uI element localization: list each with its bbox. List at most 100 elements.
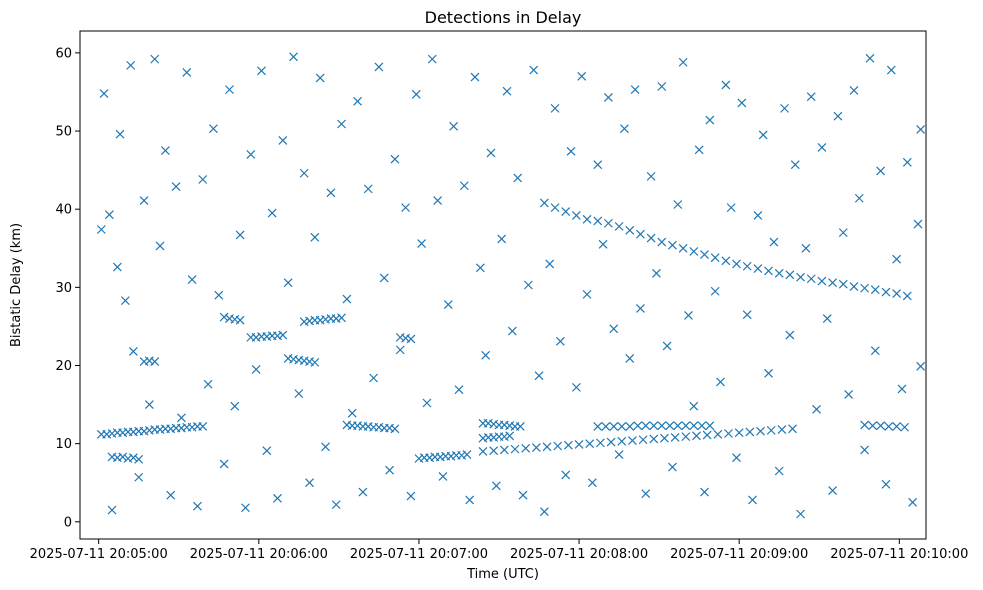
data-point [603,218,613,228]
data-point [785,330,795,340]
data-point [681,421,691,431]
data-point [700,250,709,259]
data-point [854,193,864,203]
x-tick-label: 2025-07-11 20:07:00 [350,547,488,562]
data-point [299,168,309,178]
data-point [788,424,797,434]
data-point [748,495,757,505]
data-point [369,373,378,383]
data-point [182,67,192,77]
data-point [219,312,229,322]
data-point [193,501,202,511]
x-tick-label: 2025-07-11 20:08:00 [510,547,648,562]
data-point [796,272,805,282]
data-point [614,221,624,231]
data-point [433,196,443,206]
data-point [542,442,552,452]
data-point [563,440,573,450]
data-point [689,401,699,411]
data-point [745,427,755,437]
data-point [620,124,629,134]
data-point [603,93,613,102]
data-point [774,268,784,278]
data-point [128,453,138,463]
data-point [678,243,688,253]
data-point [892,422,902,431]
data-point [401,203,411,213]
y-tick-label: 0 [64,515,72,530]
data-point [104,210,114,220]
data-point [697,421,707,431]
data-point [283,278,293,288]
data-point [326,188,336,198]
data-point [838,279,848,289]
data-point [112,262,122,272]
data-point [822,314,832,324]
data-point [438,472,448,481]
data-point [702,430,712,440]
data-point [342,294,352,304]
data-point [673,421,683,431]
data-point [753,211,763,220]
data-point [321,442,330,452]
data-point [598,239,608,249]
data-point [609,422,619,431]
data-point [681,432,691,442]
data-point [574,440,584,449]
data-point [521,443,531,453]
data-point [553,441,563,451]
data-point [478,447,488,456]
data-point [267,208,277,218]
y-tick-label: 20 [55,359,72,374]
data-point [721,80,731,90]
x-tick-label: 2025-07-11 20:10:00 [830,547,968,562]
data-point [625,422,635,431]
x-tick-label: 2025-07-11 20:06:00 [190,547,328,562]
data-point [454,385,464,395]
y-tick-label: 60 [55,46,72,61]
data-point [769,237,779,247]
data-point [150,54,160,64]
data-point [833,111,843,121]
data-point [710,286,720,296]
data-point [523,280,533,290]
data-point [860,283,870,293]
plot-frame [79,30,927,540]
data-point [700,487,709,497]
data-point [780,103,789,113]
data-point [764,368,773,378]
data-point [278,135,288,145]
data-point [417,239,427,249]
data-point [502,86,512,96]
data-point [315,73,325,83]
data-point [657,82,667,91]
data-point [817,276,827,286]
data-point [246,150,256,159]
data-point [235,230,245,240]
data-point [443,300,453,309]
data-point [209,124,218,134]
data-point [870,346,880,356]
data-point [481,350,491,360]
data-point [734,428,744,438]
data-point [886,65,896,75]
data-point [347,408,357,418]
data-point [587,478,597,488]
data-point [550,103,560,113]
data-point [128,347,138,356]
data-point [849,85,859,95]
data-point [870,285,880,295]
data-point [585,439,595,449]
data-point [652,268,661,278]
data-point [539,198,549,208]
data-point [214,290,224,300]
data-point [491,481,501,491]
data-point [262,446,272,456]
data-point [796,509,805,519]
data-point [449,121,459,131]
data-point [716,377,725,387]
data-point [668,462,677,472]
data-point [713,429,723,439]
data-point [155,241,165,251]
data-point [571,211,581,220]
